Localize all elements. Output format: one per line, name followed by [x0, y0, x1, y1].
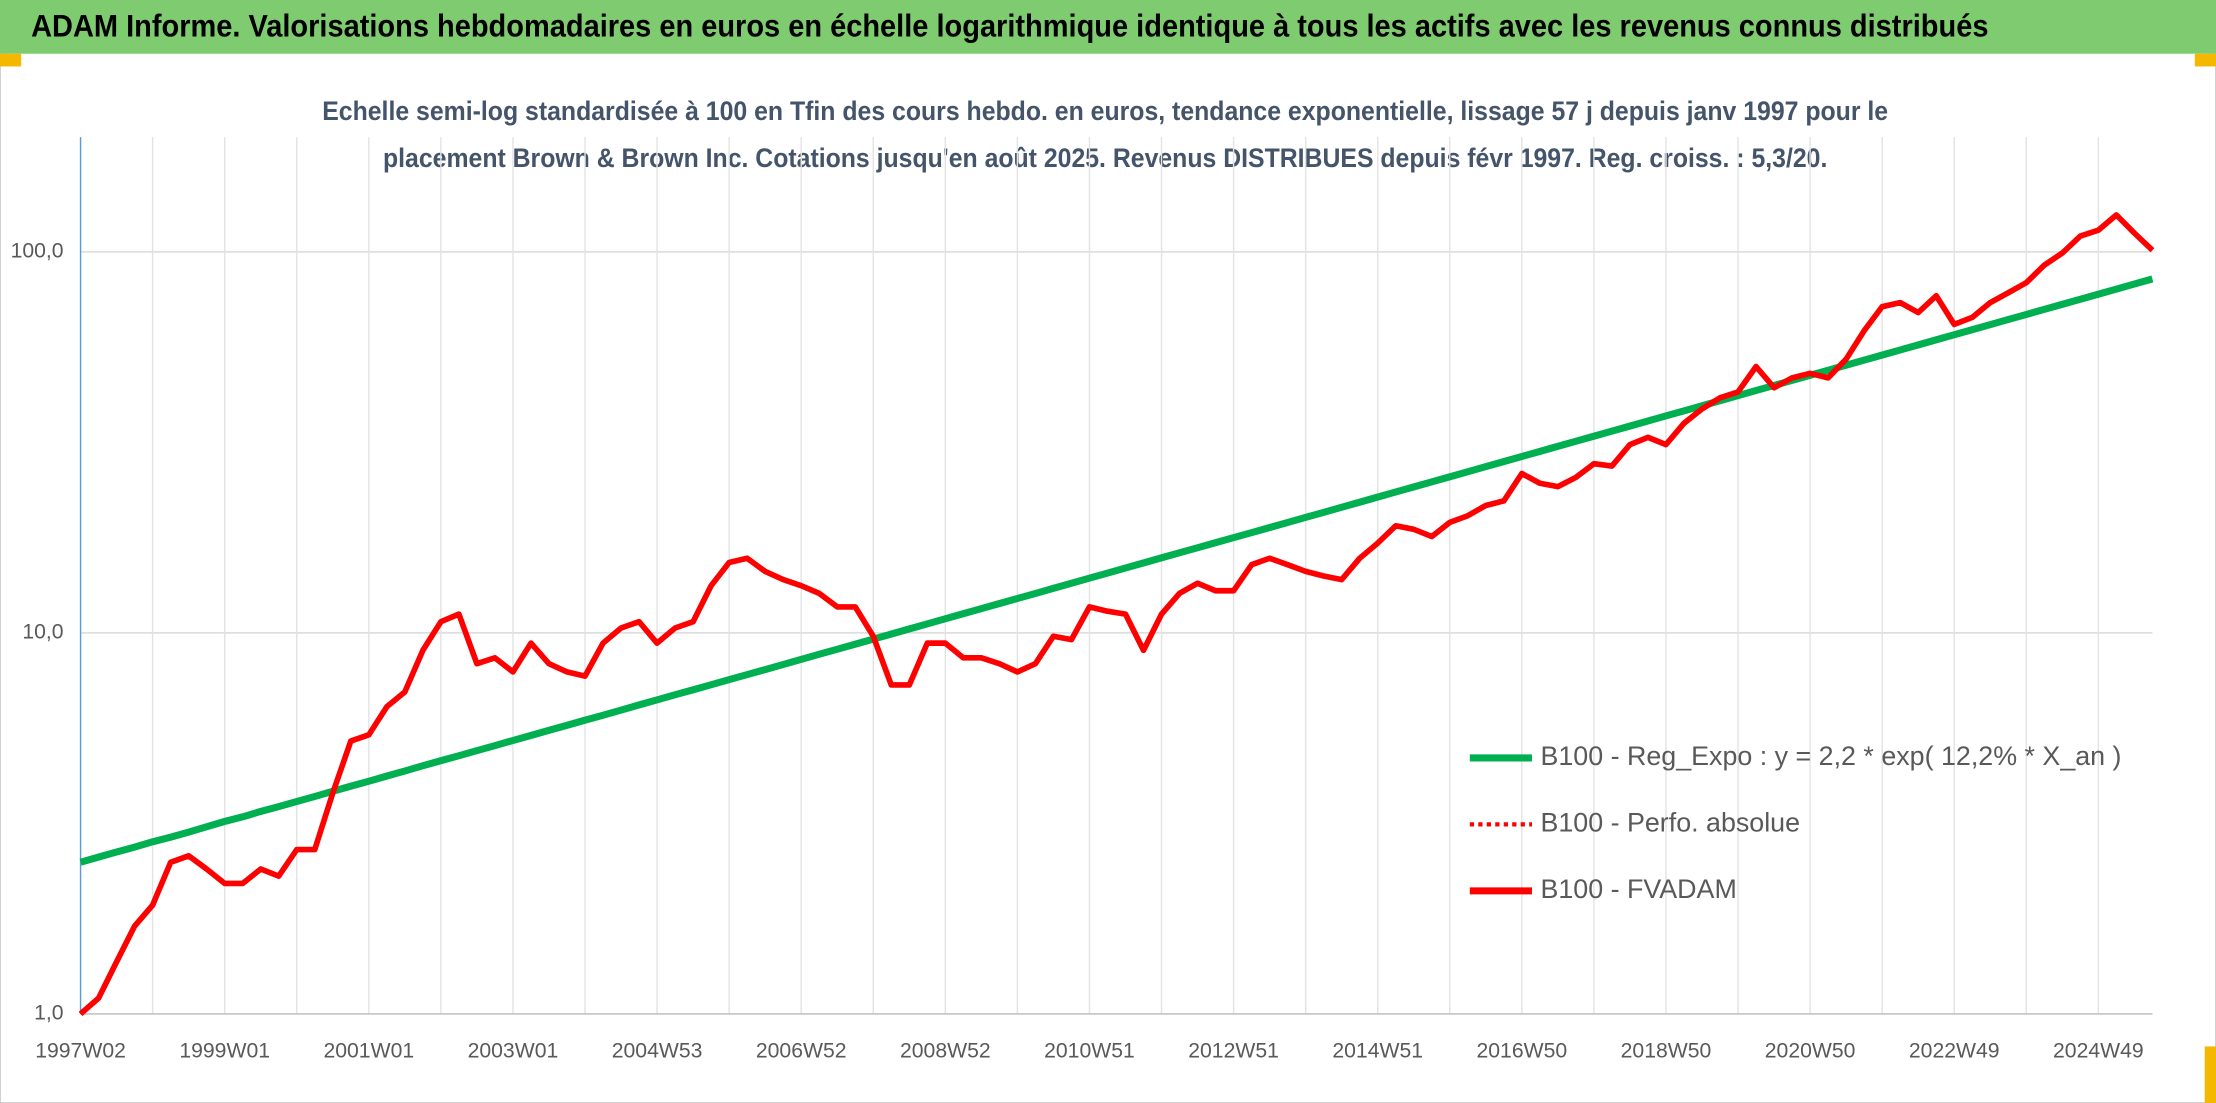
corner — [2204, 1046, 2216, 1103]
y-tick-label: 10,0 — [22, 620, 63, 643]
x-tick-label: 1997W02 — [35, 1040, 126, 1063]
x-tick-label: 2012W51 — [1188, 1040, 1279, 1063]
chart-subtitle: Echelle semi-log standardisée à 100 en T… — [322, 96, 1888, 126]
x-tick-label: 2016W50 — [1477, 1040, 1568, 1063]
series-line — [78, 212, 2155, 1017]
x-tick-label: 2006W52 — [756, 1040, 847, 1063]
x-tick-label: 2020W50 — [1765, 1040, 1856, 1063]
x-tick-label: 2024W49 — [2053, 1040, 2144, 1063]
corner — [0, 53, 22, 67]
x-tick-label: 2003W01 — [468, 1040, 559, 1063]
legend-label: B100 - FVADAM — [1540, 874, 1736, 904]
y-tick-label: 1,0 — [34, 1002, 63, 1025]
x-tick-label: 2014W51 — [1332, 1040, 1423, 1063]
x-tick-label: 2008W52 — [900, 1040, 991, 1063]
x-tick-label: 2001W01 — [323, 1040, 414, 1063]
x-tick-label: 2022W49 — [1909, 1040, 2000, 1063]
chart-subtitle: placement Brown & Brown Inc. Cotations j… — [383, 143, 1827, 173]
x-tick-label: 1999W01 — [179, 1040, 270, 1063]
legend-label: B100 - Perfo. absolue — [1540, 808, 1800, 838]
y-tick-label: 100,0 — [11, 239, 64, 262]
chart-title: ADAM Informe. Valorisations hebdomadaire… — [31, 8, 1988, 43]
x-tick-label: 2010W51 — [1044, 1040, 1135, 1063]
legend-label: B100 - Reg_Expo : y = 2,2 * exp( 12,2% *… — [1540, 741, 2121, 771]
x-tick-label: 2018W50 — [1621, 1040, 1712, 1063]
legend: B100 - Reg_Expo : y = 2,2 * exp( 12,2% *… — [1469, 741, 2122, 904]
corner — [2194, 53, 2216, 67]
header-bar — [0, 0, 2216, 54]
plot-area — [78, 212, 2155, 1017]
grid: 1,0 10,0 100,0 1997W02 1999W01 2001W01 2003W01… — [11, 137, 2153, 1063]
x-tick-label: 2004W53 — [612, 1040, 703, 1063]
